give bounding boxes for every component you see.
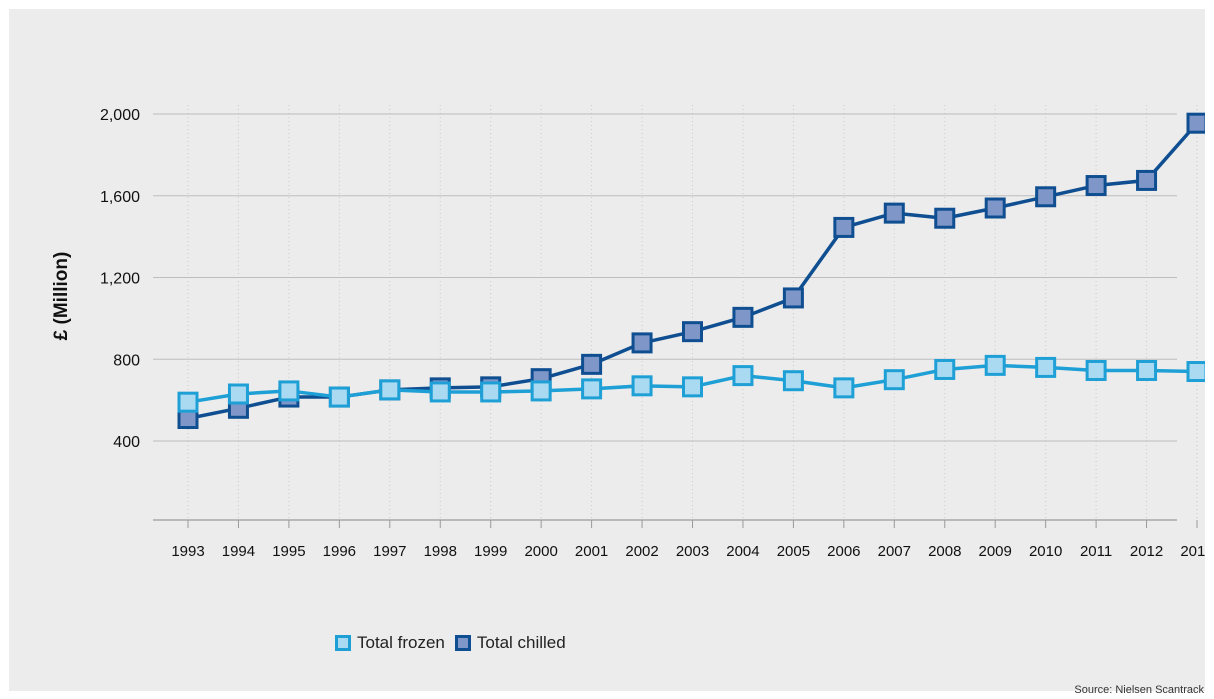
x-tick-label: 2010	[1029, 543, 1062, 560]
y-axis-label: £ (Million)	[51, 252, 72, 341]
data-point-chilled	[631, 332, 653, 354]
y-tick-label: 800	[113, 352, 140, 369]
data-point-chilled	[682, 321, 703, 343]
data-point-frozen	[782, 370, 804, 392]
legend-item-frozen: Total frozen	[335, 633, 445, 653]
data-point-chilled	[934, 207, 956, 229]
data-point-frozen	[682, 376, 703, 398]
data-point-frozen	[581, 378, 603, 400]
x-tick-label: 2002	[625, 543, 658, 560]
data-point-frozen	[631, 375, 653, 397]
x-tick-label: 2004	[726, 543, 759, 560]
x-tick-label: 2003	[676, 543, 709, 560]
y-tick-label: 2,000	[100, 107, 140, 124]
data-point-chilled	[1186, 112, 1205, 134]
x-tick-label: 2006	[827, 543, 860, 560]
data-point-chilled	[581, 353, 603, 375]
data-point-frozen	[934, 358, 956, 380]
x-tick-label: 1999	[474, 543, 507, 560]
x-tick-label: 1997	[373, 543, 406, 560]
chart-panel: 400 800 1,200 1,600 2,000 1993 1994 1995 1996 199…	[9, 9, 1205, 691]
x-tick-label: 1995	[272, 543, 305, 560]
data-point-frozen	[530, 380, 552, 402]
x-tick-label: 1994	[222, 543, 255, 560]
x-tick-label: 2007	[878, 543, 911, 560]
data-point-frozen	[732, 365, 754, 387]
data-point-frozen	[1136, 359, 1158, 381]
data-point-frozen	[1035, 356, 1057, 378]
data-point-chilled	[833, 216, 855, 238]
data-point-frozen	[177, 391, 199, 413]
data-point-chilled	[732, 306, 754, 328]
legend-item-chilled: Total chilled	[454, 633, 566, 653]
x-tick-label: 2012	[1130, 543, 1163, 560]
x-tick-label: 1993	[171, 543, 204, 560]
x-tick-label: 2013	[1180, 543, 1205, 560]
legend: Total frozen Total chilled	[335, 633, 576, 653]
data-point-frozen	[379, 379, 401, 401]
y-tick-label: 1,600	[100, 189, 140, 206]
x-tick-label: 2008	[928, 543, 961, 560]
legend-swatch-chilled	[454, 635, 471, 651]
legend-swatch-frozen	[335, 635, 351, 651]
data-point-chilled	[1085, 175, 1107, 197]
data-point-chilled	[1035, 186, 1057, 208]
data-point-chilled	[1136, 169, 1158, 191]
data-point-frozen	[227, 383, 249, 405]
line-chart: 400 800 1,200 1,600 2,000 1993 1994 1995 1996 199…	[51, 105, 1205, 560]
data-point-frozen	[1186, 361, 1205, 383]
data-point-frozen	[328, 386, 350, 408]
x-tick-label: 2011	[1080, 543, 1112, 560]
data-point-frozen	[429, 381, 451, 403]
data-point-frozen	[833, 377, 855, 399]
y-tick-label: 400	[113, 434, 140, 451]
x-tick-label: 1998	[424, 543, 457, 560]
x-tick-label: 2000	[524, 543, 557, 560]
data-point-chilled	[984, 197, 1006, 219]
x-tick-label: 2009	[979, 543, 1012, 560]
data-point-chilled	[782, 287, 804, 309]
data-point-frozen	[984, 354, 1006, 376]
x-tick-label: 2001	[575, 543, 608, 560]
legend-label-chilled: Total chilled	[476, 633, 566, 652]
legend-label-frozen: Total frozen	[357, 633, 445, 652]
data-point-frozen	[883, 369, 905, 391]
x-tick-label: 2005	[777, 543, 810, 560]
x-tick-label: 1996	[323, 543, 356, 560]
data-point-frozen	[278, 380, 300, 402]
data-point-frozen	[480, 381, 502, 403]
source-note: Source: Nielsen Scantrack	[1074, 684, 1204, 696]
data-point-frozen	[1085, 359, 1107, 381]
y-tick-label: 1,200	[100, 271, 140, 288]
data-point-chilled	[883, 202, 905, 224]
